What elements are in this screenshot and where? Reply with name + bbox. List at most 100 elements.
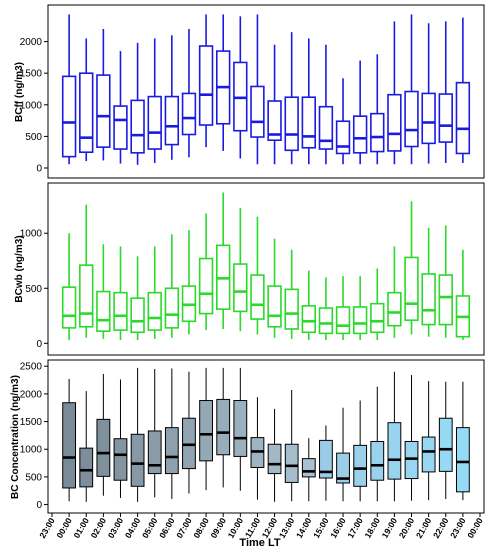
x-tick-label: 15:00 [311,516,331,540]
box-17:00 [352,306,368,335]
y-tick-label: 500 [25,472,42,483]
x-tick-label: 17:00 [345,516,365,540]
box-06:00 [164,287,180,329]
box-21:00 [421,92,436,145]
box-04:00 [130,433,145,487]
box-05:00 [147,95,162,150]
box-19:00 [387,422,402,480]
box-12:00 [267,443,282,475]
panel-bcff-plot: 0 500 1000 1500 2000 [20,14,471,175]
box-16:00 [336,452,350,484]
x-tick-label: 16:00 [328,516,348,540]
panel-bcff-frame [47,4,485,179]
box-08:00 [199,400,213,462]
panel-bc-concentration: 0 500 1000 1500 2000 2500 BC Concentration (n… [10,359,485,514]
x-tick-label: 20:00 [397,516,417,540]
box-19:00 [387,93,402,152]
box-19:00 [387,291,402,327]
panel-bc-frame [47,359,485,514]
box-20:00 [404,256,419,321]
y-tick-label: 500 [25,284,42,295]
y-tick-label: 1500 [20,417,43,428]
box-23:00 [455,427,470,493]
box-03:00 [113,438,128,481]
x-tick-label: 02:00 [89,516,109,540]
box-17:00 [352,115,368,154]
box-18:00 [370,440,385,481]
x-tick-label: 18:00 [362,516,382,540]
x-tick-label: 00:00 [465,516,485,540]
box-17:00 [353,444,368,487]
x-tick-label: 23:00 [448,516,468,540]
y-tick-label: 0 [36,500,42,511]
x-tick-label: 07:00 [174,516,194,540]
y-tick-label: 1000 [20,229,43,240]
box-08:00 [198,257,214,315]
x-tick-label: 08:00 [191,516,211,540]
box-00:00 [61,286,77,329]
box-01:00 [79,447,94,488]
box-10:00 [233,400,248,457]
box-02:00 [96,290,111,332]
box-03:00 [113,105,128,150]
box-13:00 [284,96,299,152]
box-20:00 [404,440,419,480]
box-00:00 [62,402,77,489]
y-tick-label: 0 [36,339,42,350]
box-01:00 [79,72,94,153]
box-09:00 [216,398,231,456]
box-22:00 [438,274,453,326]
x-axis-tick-labels: 23:0000:0001:0002:0003:0004:0005:0006:00… [37,513,485,540]
box-13:00 [284,288,299,330]
box-07:00 [182,417,196,470]
x-tick-label: 11:00 [243,516,262,540]
box-20:00 [404,90,419,148]
panel-bc-plot: 0 500 1000 1500 2000 2500 [20,362,470,511]
box-05:00 [147,291,162,331]
box-13:00 [284,443,299,483]
panel-bcwb-frame [47,182,485,356]
y-tick-label: 1000 [20,445,43,456]
box-15:00 [318,105,334,150]
box-06:00 [164,95,180,146]
box-11:00 [250,85,265,138]
x-tick-label: 19:00 [380,516,400,540]
box-22:00 [438,93,453,143]
x-tick-label: 09:00 [208,516,228,540]
box-03:00 [113,291,128,331]
x-tick-label: 23:00 [37,516,57,540]
y-tick-label: 0 [36,164,42,175]
box-08:00 [198,45,214,126]
box-16:00 [335,306,351,335]
box-14:00 [301,96,316,149]
box-04:00 [130,297,145,334]
y-tick-label: 2500 [20,362,43,373]
x-tick-label: 14:00 [294,516,314,540]
y-tick-label: 500 [25,132,42,143]
y-tick-label: 2000 [20,389,43,400]
box-16:00 [335,120,351,155]
box-21:00 [421,436,436,473]
box-02:00 [96,418,111,477]
box-02:00 [96,74,111,148]
box-07:00 [181,92,197,136]
box-10:00 [233,263,248,313]
x-tick-label: 05:00 [140,516,160,540]
x-tick-label: 06:00 [157,516,177,540]
box-14:00 [301,305,316,334]
x-tick-label: 01:00 [71,516,91,540]
x-tick-label: 03:00 [106,516,126,540]
box-06:00 [164,427,179,475]
box-12:00 [267,285,282,328]
x-axis-label: Time LT [239,537,280,549]
box-01:00 [79,264,94,328]
box-22:00 [438,417,453,472]
box-18:00 [370,302,385,334]
box-05:00 [147,430,162,475]
box-04:00 [130,99,145,154]
panel-bcwb-ylabel: BCwb (ng/m3) [14,235,25,302]
box-15:00 [319,439,333,479]
box-21:00 [421,273,436,326]
panel-bcff: 0 500 1000 1500 2000 BCff (ng/m3) [14,4,485,179]
